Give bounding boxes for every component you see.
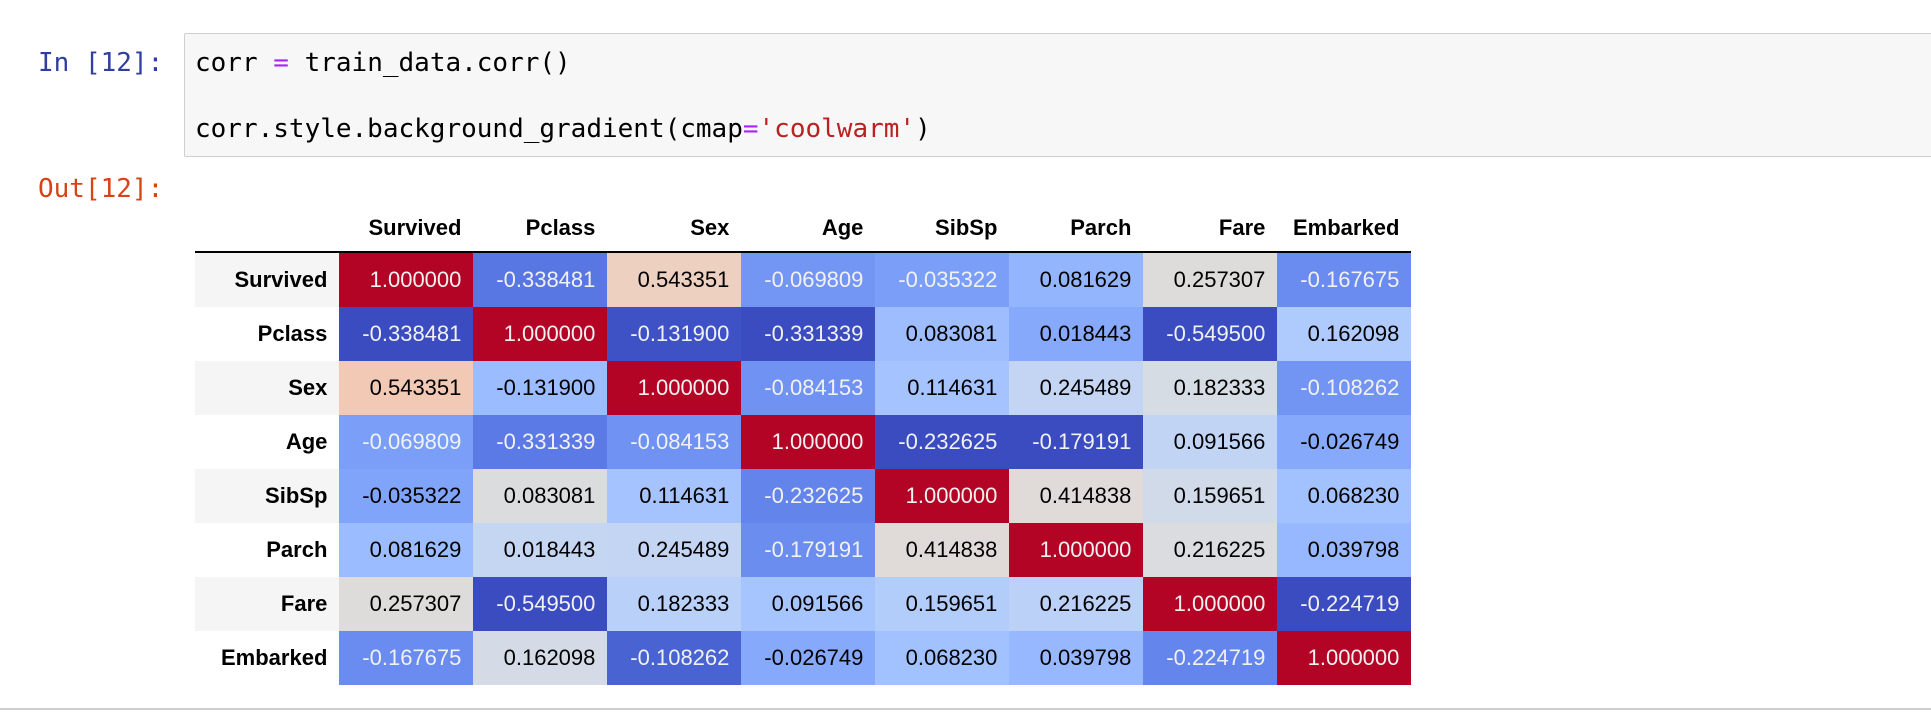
table-cell: -0.179191 (1009, 415, 1144, 469)
table-cell: 0.091566 (741, 577, 876, 631)
table-cell: -0.224719 (1277, 577, 1412, 631)
correlation-table: Survived Pclass Sex Age SibSp Parch Fare Embark… (195, 205, 1412, 685)
table-cell: 0.018443 (473, 523, 608, 577)
table-cell: -0.069809 (339, 415, 474, 469)
row-header: Embarked (195, 631, 340, 685)
table-cell: -0.224719 (1143, 631, 1278, 685)
table-cell: -0.338481 (339, 307, 474, 361)
table-cell: 0.162098 (473, 631, 608, 685)
table-cell: 0.081629 (1009, 252, 1144, 307)
column-header: SibSp (875, 205, 1010, 253)
table-cell: -0.108262 (607, 631, 742, 685)
table-cell: 0.114631 (875, 361, 1010, 415)
input-prompt: In [12]: (38, 48, 164, 78)
table-cell: 0.162098 (1277, 307, 1412, 361)
table-cell: -0.084153 (741, 361, 876, 415)
table-cell: 0.083081 (875, 307, 1010, 361)
column-header: Sex (607, 205, 742, 253)
table-cell: 0.159651 (1143, 469, 1278, 523)
table-cell: 0.182333 (607, 577, 742, 631)
table-cell: 1.000000 (607, 361, 742, 415)
corner-cell (195, 205, 340, 253)
table-cell: 1.000000 (875, 469, 1010, 523)
table-row: Pclass -0.338481 1.000000 -0.131900 -0.33133… (195, 307, 1412, 361)
table-cell: 0.182333 (1143, 361, 1278, 415)
table-cell: 0.114631 (607, 469, 742, 523)
table-cell: -0.549500 (473, 577, 608, 631)
table-cell: -0.232625 (875, 415, 1010, 469)
table-cell: 0.039798 (1277, 523, 1412, 577)
row-header: Fare (195, 577, 340, 631)
table-cell: 0.159651 (875, 577, 1010, 631)
table-cell: -0.026749 (741, 631, 876, 685)
output-prompt: Out[12]: (38, 174, 164, 204)
table-row: Embarked -0.167675 0.162098 -0.108262 -0.026… (195, 631, 1412, 685)
table-cell: 0.245489 (1009, 361, 1144, 415)
table-cell: 0.018443 (1009, 307, 1144, 361)
table-cell: -0.084153 (607, 415, 742, 469)
table-cell: -0.035322 (875, 252, 1010, 307)
table-cell: 0.081629 (339, 523, 474, 577)
row-header: Age (195, 415, 340, 469)
table-row: Sex 0.543351 -0.131900 1.000000 -0.084153 0.1… (195, 361, 1412, 415)
code-cell-input[interactable]: corr = train_data.corr() corr.style.back… (184, 33, 1931, 157)
table-row: Survived 1.000000 -0.338481 0.543351 -0.0698… (195, 252, 1412, 307)
table-cell: 0.257307 (339, 577, 474, 631)
table-cell: -0.331339 (741, 307, 876, 361)
row-header: Survived (195, 252, 340, 307)
table-cell: 0.543351 (607, 252, 742, 307)
table-cell: 0.068230 (875, 631, 1010, 685)
table-cell: 1.000000 (473, 307, 608, 361)
table-cell: 0.257307 (1143, 252, 1278, 307)
row-header: SibSp (195, 469, 340, 523)
table-cell: 0.083081 (473, 469, 608, 523)
table-cell: -0.069809 (741, 252, 876, 307)
column-header: Pclass (473, 205, 608, 253)
table-cell: -0.179191 (741, 523, 876, 577)
table-cell: -0.035322 (339, 469, 474, 523)
table-cell: -0.131900 (607, 307, 742, 361)
table-cell: -0.331339 (473, 415, 608, 469)
table-cell: 0.091566 (1143, 415, 1278, 469)
table-cell: 0.414838 (1009, 469, 1144, 523)
table-row: Age -0.069809 -0.331339 -0.084153 1.000000 -0… (195, 415, 1412, 469)
code-line-1: corr = train_data.corr() (195, 48, 571, 78)
table-cell: 1.000000 (1009, 523, 1144, 577)
cell-divider (0, 708, 1931, 710)
table-cell: -0.108262 (1277, 361, 1412, 415)
table-cell: 0.068230 (1277, 469, 1412, 523)
table-cell: -0.549500 (1143, 307, 1278, 361)
table-cell: -0.232625 (741, 469, 876, 523)
row-header: Parch (195, 523, 340, 577)
column-header: Survived (339, 205, 474, 253)
table-cell: 0.543351 (339, 361, 474, 415)
table-cell: 0.039798 (1009, 631, 1144, 685)
column-header: Fare (1143, 205, 1278, 253)
column-header: Age (741, 205, 876, 253)
table-row: Parch 0.081629 0.018443 0.245489 -0.179191 0.… (195, 523, 1412, 577)
row-header: Sex (195, 361, 340, 415)
table-cell: 1.000000 (339, 252, 474, 307)
table-cell: -0.338481 (473, 252, 608, 307)
table-cell: 0.245489 (607, 523, 742, 577)
table-cell: -0.167675 (1277, 252, 1412, 307)
table-cell: 1.000000 (741, 415, 876, 469)
table-cell: 1.000000 (1143, 577, 1278, 631)
table-row: Fare 0.257307 -0.549500 0.182333 0.091566 0.1… (195, 577, 1412, 631)
table-cell: -0.167675 (339, 631, 474, 685)
column-header: Embarked (1277, 205, 1412, 253)
column-header: Parch (1009, 205, 1144, 253)
table-cell: 0.216225 (1009, 577, 1144, 631)
header-row: Survived Pclass Sex Age SibSp Parch Fare Embark… (195, 205, 1412, 253)
table-row: SibSp -0.035322 0.083081 0.114631 -0.232625 1… (195, 469, 1412, 523)
row-header: Pclass (195, 307, 340, 361)
table-cell: 0.216225 (1143, 523, 1278, 577)
table-cell: -0.026749 (1277, 415, 1412, 469)
table-cell: 0.414838 (875, 523, 1010, 577)
table-cell: -0.131900 (473, 361, 608, 415)
code-line-2: corr.style.background_gradient(cmap='coo… (195, 114, 931, 144)
table-cell: 1.000000 (1277, 631, 1412, 685)
